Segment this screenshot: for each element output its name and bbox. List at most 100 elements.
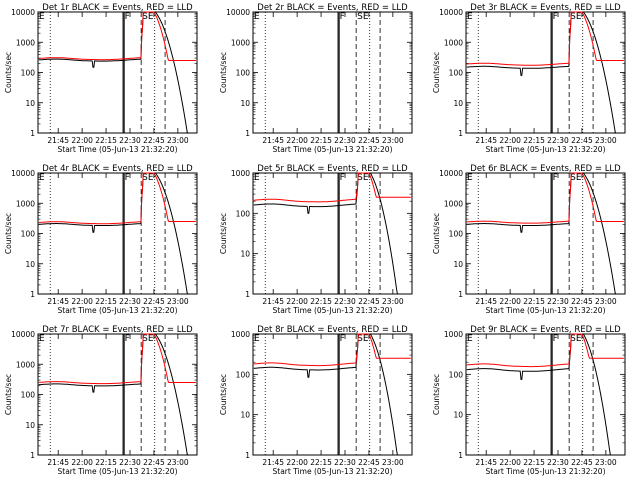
y-axis-label: Counts/sec xyxy=(432,374,441,415)
y-tick-label: 1 xyxy=(245,451,250,460)
marker-label-f: F xyxy=(553,173,558,183)
x-tick-label: 22:15 xyxy=(523,458,545,467)
y-axis-label: Counts/sec xyxy=(219,374,228,415)
y-tick-label: 1 xyxy=(458,290,463,299)
y-tick-label: 10000 xyxy=(11,330,35,339)
marker-label-e: E xyxy=(467,173,473,183)
chart-panel-2: Det 2r BLACK = Events, RED = LLD 1 10 100 10… xyxy=(219,3,413,154)
y-tick-label: 1 xyxy=(30,451,35,460)
y-tick-label: 10000 xyxy=(226,8,250,17)
x-tick-label: 23:00 xyxy=(595,458,617,467)
marker-label-e: E xyxy=(254,334,260,344)
marker-label-f: F xyxy=(553,334,558,344)
plot-frame xyxy=(37,333,198,456)
x-tick-label: 22:15 xyxy=(523,136,545,145)
y-tick-label: 1 xyxy=(30,290,35,299)
chart-title: Det 5r BLACK = Events, RED = LLD xyxy=(257,164,408,174)
x-tick-label: 22:30 xyxy=(547,297,569,306)
y-tick-label: 1 xyxy=(245,129,250,138)
x-tick-label: 21:45 xyxy=(47,458,69,467)
x-tick-label: 22:00 xyxy=(286,297,308,306)
x-tick-label: 21:45 xyxy=(475,136,497,145)
x-tick-label: 22:00 xyxy=(71,136,93,145)
plot-frame xyxy=(252,11,413,134)
y-tick-label: 10 xyxy=(240,250,250,259)
plot-frame xyxy=(465,172,626,295)
marker-label-e: E xyxy=(467,334,473,344)
marker-label-f: F xyxy=(125,334,130,344)
x-tick-label: 22:15 xyxy=(523,297,545,306)
series-line-lld xyxy=(466,172,624,224)
y-tick-label: 1000 xyxy=(444,330,463,339)
y-tick-label: 1000 xyxy=(231,169,250,178)
chart-panel-3: Det 3r BLACK = Events, RED = LLD 1 10 100 10… xyxy=(432,3,626,154)
chart-title: Det 3r BLACK = Events, RED = LLD xyxy=(470,3,621,13)
y-tick-label: 100 xyxy=(449,69,464,78)
x-axis-label: Start Time (05-Jun-13 21:32:20) xyxy=(486,145,606,154)
series-line-events xyxy=(38,11,196,134)
x-tick-label: 23:00 xyxy=(167,297,189,306)
y-tick-label: 10 xyxy=(240,411,250,420)
chart-title: Det 4r BLACK = Events, RED = LLD xyxy=(42,164,193,174)
x-tick-label: 22:00 xyxy=(286,458,308,467)
y-axis-label: Counts/sec xyxy=(4,52,13,93)
x-axis-label: Start Time (05-Jun-13 21:32:20) xyxy=(486,306,606,315)
x-tick-label: 22:15 xyxy=(310,297,332,306)
y-tick-label: 1 xyxy=(458,129,463,138)
x-tick-label: 21:45 xyxy=(262,458,284,467)
y-tick-label: 100 xyxy=(21,391,36,400)
x-axis-label: Start Time (05-Jun-13 21:32:20) xyxy=(273,145,393,154)
series-line-events xyxy=(253,172,411,295)
chart-title: Det 6r BLACK = Events, RED = LLD xyxy=(470,164,621,174)
y-tick-label: 1 xyxy=(245,290,250,299)
marker-label-se: SE xyxy=(570,334,582,344)
x-tick-label: 22:30 xyxy=(334,458,356,467)
series-line-events xyxy=(466,333,624,456)
series-line-events xyxy=(466,11,624,134)
chart-panel-4: Det 4r BLACK = Events, RED = LLD 1 10 100 10… xyxy=(4,164,198,315)
x-tick-label: 22:15 xyxy=(310,458,332,467)
x-tick-label: 22:15 xyxy=(95,136,117,145)
plot-frame xyxy=(37,172,198,295)
chart-title: Det 8r BLACK = Events, RED = LLD xyxy=(257,325,408,335)
marker-label-se: SE xyxy=(142,173,154,183)
y-tick-label: 10 xyxy=(453,260,463,269)
marker-label-f: F xyxy=(553,12,558,22)
chart-panel-9: Det 9r BLACK = Events, RED = LLD 1 10 100 10… xyxy=(432,325,626,476)
y-tick-label: 10000 xyxy=(11,169,35,178)
y-tick-label: 10000 xyxy=(11,8,35,17)
marker-label-se: SE xyxy=(357,12,369,22)
x-tick-label: 22:45 xyxy=(571,458,593,467)
y-tick-label: 100 xyxy=(21,69,36,78)
marker-label-se: SE xyxy=(142,334,154,344)
y-tick-label: 10 xyxy=(25,260,35,269)
y-axis-label: Counts/sec xyxy=(4,374,13,415)
y-tick-label: 1000 xyxy=(16,199,35,208)
x-tick-label: 22:00 xyxy=(499,136,521,145)
marker-label-e: E xyxy=(254,12,260,22)
y-tick-label: 100 xyxy=(236,370,251,379)
y-tick-label: 1000 xyxy=(231,330,250,339)
series-line-lld xyxy=(253,172,411,203)
x-tick-label: 22:45 xyxy=(358,297,380,306)
x-tick-label: 22:15 xyxy=(95,297,117,306)
y-tick-label: 10000 xyxy=(439,8,463,17)
x-tick-label: 22:00 xyxy=(71,297,93,306)
plot-frame xyxy=(252,172,413,295)
x-tick-label: 22:00 xyxy=(499,458,521,467)
x-tick-label: 22:45 xyxy=(358,136,380,145)
x-axis-label: Start Time (05-Jun-13 21:32:20) xyxy=(273,467,393,476)
y-tick-label: 10 xyxy=(453,411,463,420)
plot-frame xyxy=(37,11,198,134)
y-tick-label: 100 xyxy=(21,230,36,239)
x-tick-label: 22:00 xyxy=(499,297,521,306)
marker-label-se: SE xyxy=(142,12,154,22)
x-tick-label: 23:00 xyxy=(382,458,404,467)
chart-panel-7: Det 7r BLACK = Events, RED = LLD 1 10 100 10… xyxy=(4,325,198,476)
x-tick-label: 21:45 xyxy=(475,458,497,467)
series-line-lld xyxy=(38,172,196,225)
chart-panel-5: Det 5r BLACK = Events, RED = LLD 1 10 100 10… xyxy=(219,164,413,315)
x-axis-label: Start Time (05-Jun-13 21:32:20) xyxy=(273,306,393,315)
x-tick-label: 22:30 xyxy=(547,136,569,145)
